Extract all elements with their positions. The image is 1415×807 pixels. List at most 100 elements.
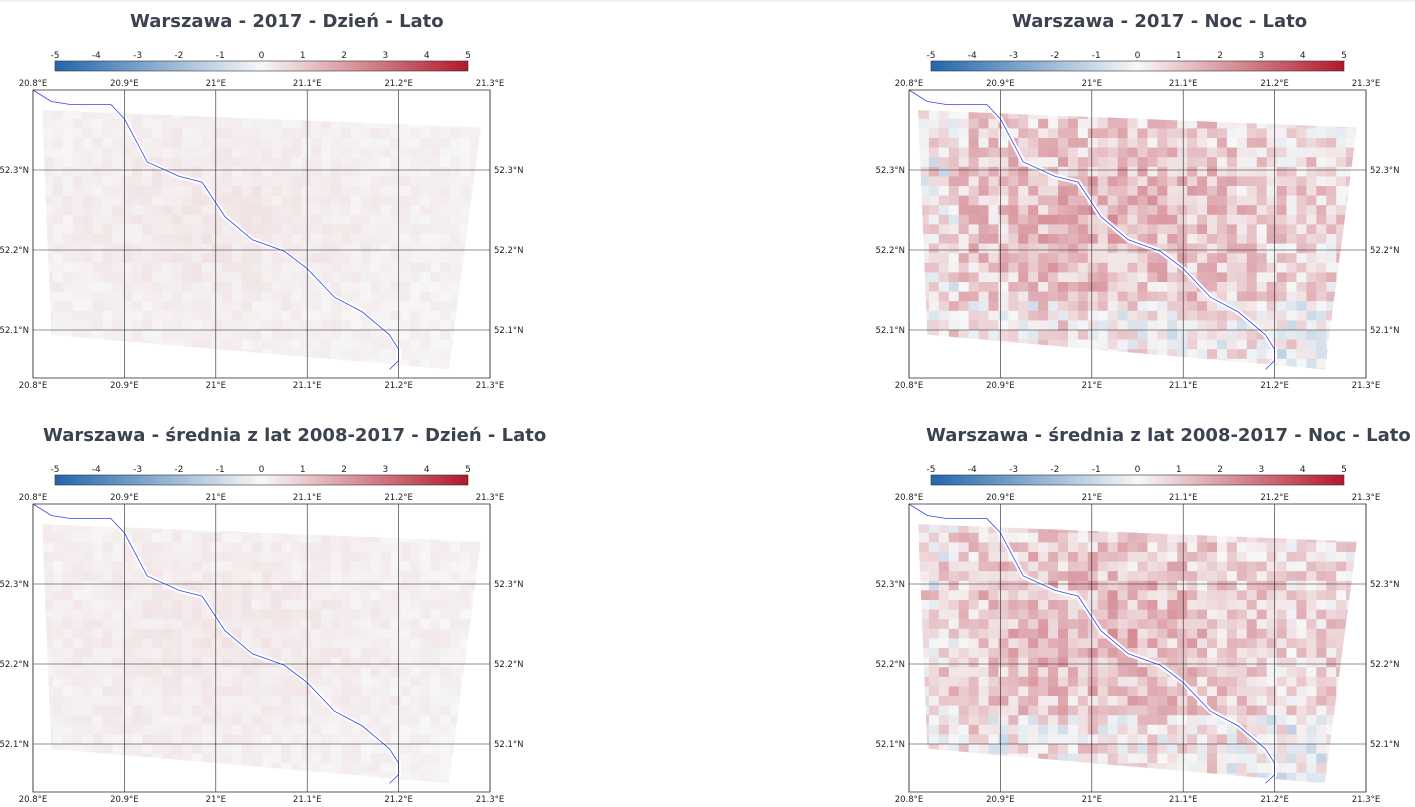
heatmap-cell bbox=[42, 696, 44, 707]
heatmap-cell bbox=[1107, 368, 1119, 370]
heatmap-cell bbox=[1326, 532, 1337, 543]
heatmap-cell bbox=[1127, 358, 1139, 369]
heatmap-cell bbox=[1097, 234, 1109, 245]
heatmap-cell bbox=[122, 110, 133, 120]
heatmap-cell bbox=[938, 147, 950, 158]
heatmap-cell bbox=[928, 166, 940, 177]
heatmap-cell bbox=[1028, 561, 1039, 572]
river-line bbox=[32, 89, 399, 370]
heatmap-cell bbox=[1296, 609, 1307, 620]
heatmap-cell bbox=[1098, 90, 1109, 100]
heatmap-cell bbox=[420, 100, 431, 110]
heatmap-cell bbox=[1097, 176, 1109, 187]
heatmap-cell bbox=[231, 705, 243, 716]
heatmap-cell bbox=[1147, 320, 1158, 331]
heatmap-cell bbox=[271, 224, 282, 235]
heatmap-cell bbox=[1067, 234, 1079, 245]
heatmap-cell bbox=[410, 724, 422, 735]
heatmap-cell bbox=[948, 224, 960, 235]
heatmap-cell bbox=[1058, 638, 1069, 649]
colorbar-tick-label: -2 bbox=[174, 465, 183, 475]
heatmap-cell bbox=[470, 696, 481, 707]
heatmap-cell bbox=[1276, 368, 1288, 370]
lat-tick-label-left: 52.2°N bbox=[0, 246, 29, 256]
heatmap-cell bbox=[42, 763, 54, 774]
heatmap-cell bbox=[1048, 580, 1059, 591]
heatmap-cell bbox=[1316, 571, 1327, 582]
heatmap-cell bbox=[211, 580, 223, 591]
heatmap-cell bbox=[1286, 118, 1298, 129]
heatmap-cell bbox=[978, 532, 990, 543]
heatmap-cell bbox=[988, 358, 1000, 369]
heatmap-cell bbox=[1256, 368, 1268, 370]
heatmap-cell bbox=[201, 648, 213, 659]
heatmap-cell bbox=[62, 243, 74, 254]
heatmap-cell bbox=[1246, 282, 1258, 293]
heatmap-cell bbox=[978, 561, 990, 572]
heatmap-cell bbox=[1107, 524, 1119, 534]
heatmap-cell bbox=[331, 157, 342, 168]
heatmap-cell bbox=[1246, 272, 1258, 283]
heatmap-cell bbox=[271, 100, 282, 110]
heatmap-cell bbox=[241, 147, 253, 158]
lon-tick-label-top: 20.8°E bbox=[19, 79, 48, 89]
heatmap-cell bbox=[191, 724, 203, 735]
heatmap-cell bbox=[460, 195, 471, 206]
heatmap-cell bbox=[1286, 224, 1298, 235]
heatmap-cell bbox=[152, 619, 163, 630]
heatmap-cell bbox=[1137, 590, 1149, 601]
heatmap-cell bbox=[191, 339, 203, 350]
heatmap-cell bbox=[1058, 590, 1069, 601]
heatmap-cell bbox=[82, 176, 94, 187]
heatmap-cell bbox=[480, 648, 481, 659]
heatmap-cell bbox=[440, 195, 451, 206]
heatmap-cell bbox=[142, 234, 153, 245]
heatmap-cell bbox=[301, 686, 312, 697]
heatmap-cell bbox=[221, 657, 233, 668]
heatmap-cell bbox=[182, 619, 193, 630]
heatmap-cell bbox=[410, 224, 422, 235]
heatmap-cell bbox=[1306, 609, 1317, 620]
heatmap-cell bbox=[172, 532, 183, 543]
heatmap-cell bbox=[918, 368, 920, 370]
heatmap-cell bbox=[52, 176, 64, 187]
heatmap-cell bbox=[1038, 100, 1049, 110]
heatmap-cell bbox=[1266, 609, 1278, 620]
heatmap-cell bbox=[1346, 542, 1357, 553]
heatmap-cell bbox=[978, 542, 990, 553]
heatmap-cell bbox=[1137, 243, 1149, 254]
heatmap-cell bbox=[122, 195, 133, 206]
heatmap-cell bbox=[1107, 262, 1119, 273]
heatmap-cell bbox=[112, 301, 124, 312]
heatmap-cell bbox=[918, 138, 930, 149]
heatmap-cell bbox=[1048, 253, 1059, 264]
heatmap-cell bbox=[1197, 524, 1208, 534]
heatmap-cell bbox=[1276, 600, 1288, 611]
heatmap-cell bbox=[998, 514, 1009, 524]
heatmap-cell bbox=[1117, 552, 1129, 563]
heatmap-cell bbox=[420, 696, 431, 707]
heatmap-cell bbox=[998, 504, 1009, 514]
lon-tick-label-top: 21°E bbox=[206, 79, 226, 89]
heatmap-cell bbox=[1107, 176, 1119, 187]
heatmap-cell bbox=[460, 138, 471, 149]
lat-tick-label-right: 52.1°N bbox=[494, 326, 524, 336]
heatmap-cell bbox=[1028, 166, 1039, 177]
heatmap-cell bbox=[938, 166, 950, 177]
heatmap-cell bbox=[1167, 138, 1178, 149]
heatmap-cell bbox=[1316, 214, 1327, 225]
heatmap-cell bbox=[1207, 552, 1218, 563]
heatmap-cell bbox=[112, 561, 124, 572]
heatmap-cell bbox=[430, 301, 441, 312]
heatmap-cell bbox=[1207, 600, 1218, 611]
heatmap-cell bbox=[291, 291, 302, 302]
heatmap-cell bbox=[400, 262, 412, 273]
heatmap-cell bbox=[1356, 147, 1357, 158]
heatmap-cell bbox=[1167, 532, 1178, 543]
heatmap-cell bbox=[988, 504, 999, 514]
heatmap-cell bbox=[390, 648, 402, 659]
heatmap-cell bbox=[411, 514, 422, 524]
heatmap-cell bbox=[321, 272, 332, 283]
heatmap-cell bbox=[1236, 580, 1248, 591]
heatmap-cell bbox=[460, 715, 471, 726]
